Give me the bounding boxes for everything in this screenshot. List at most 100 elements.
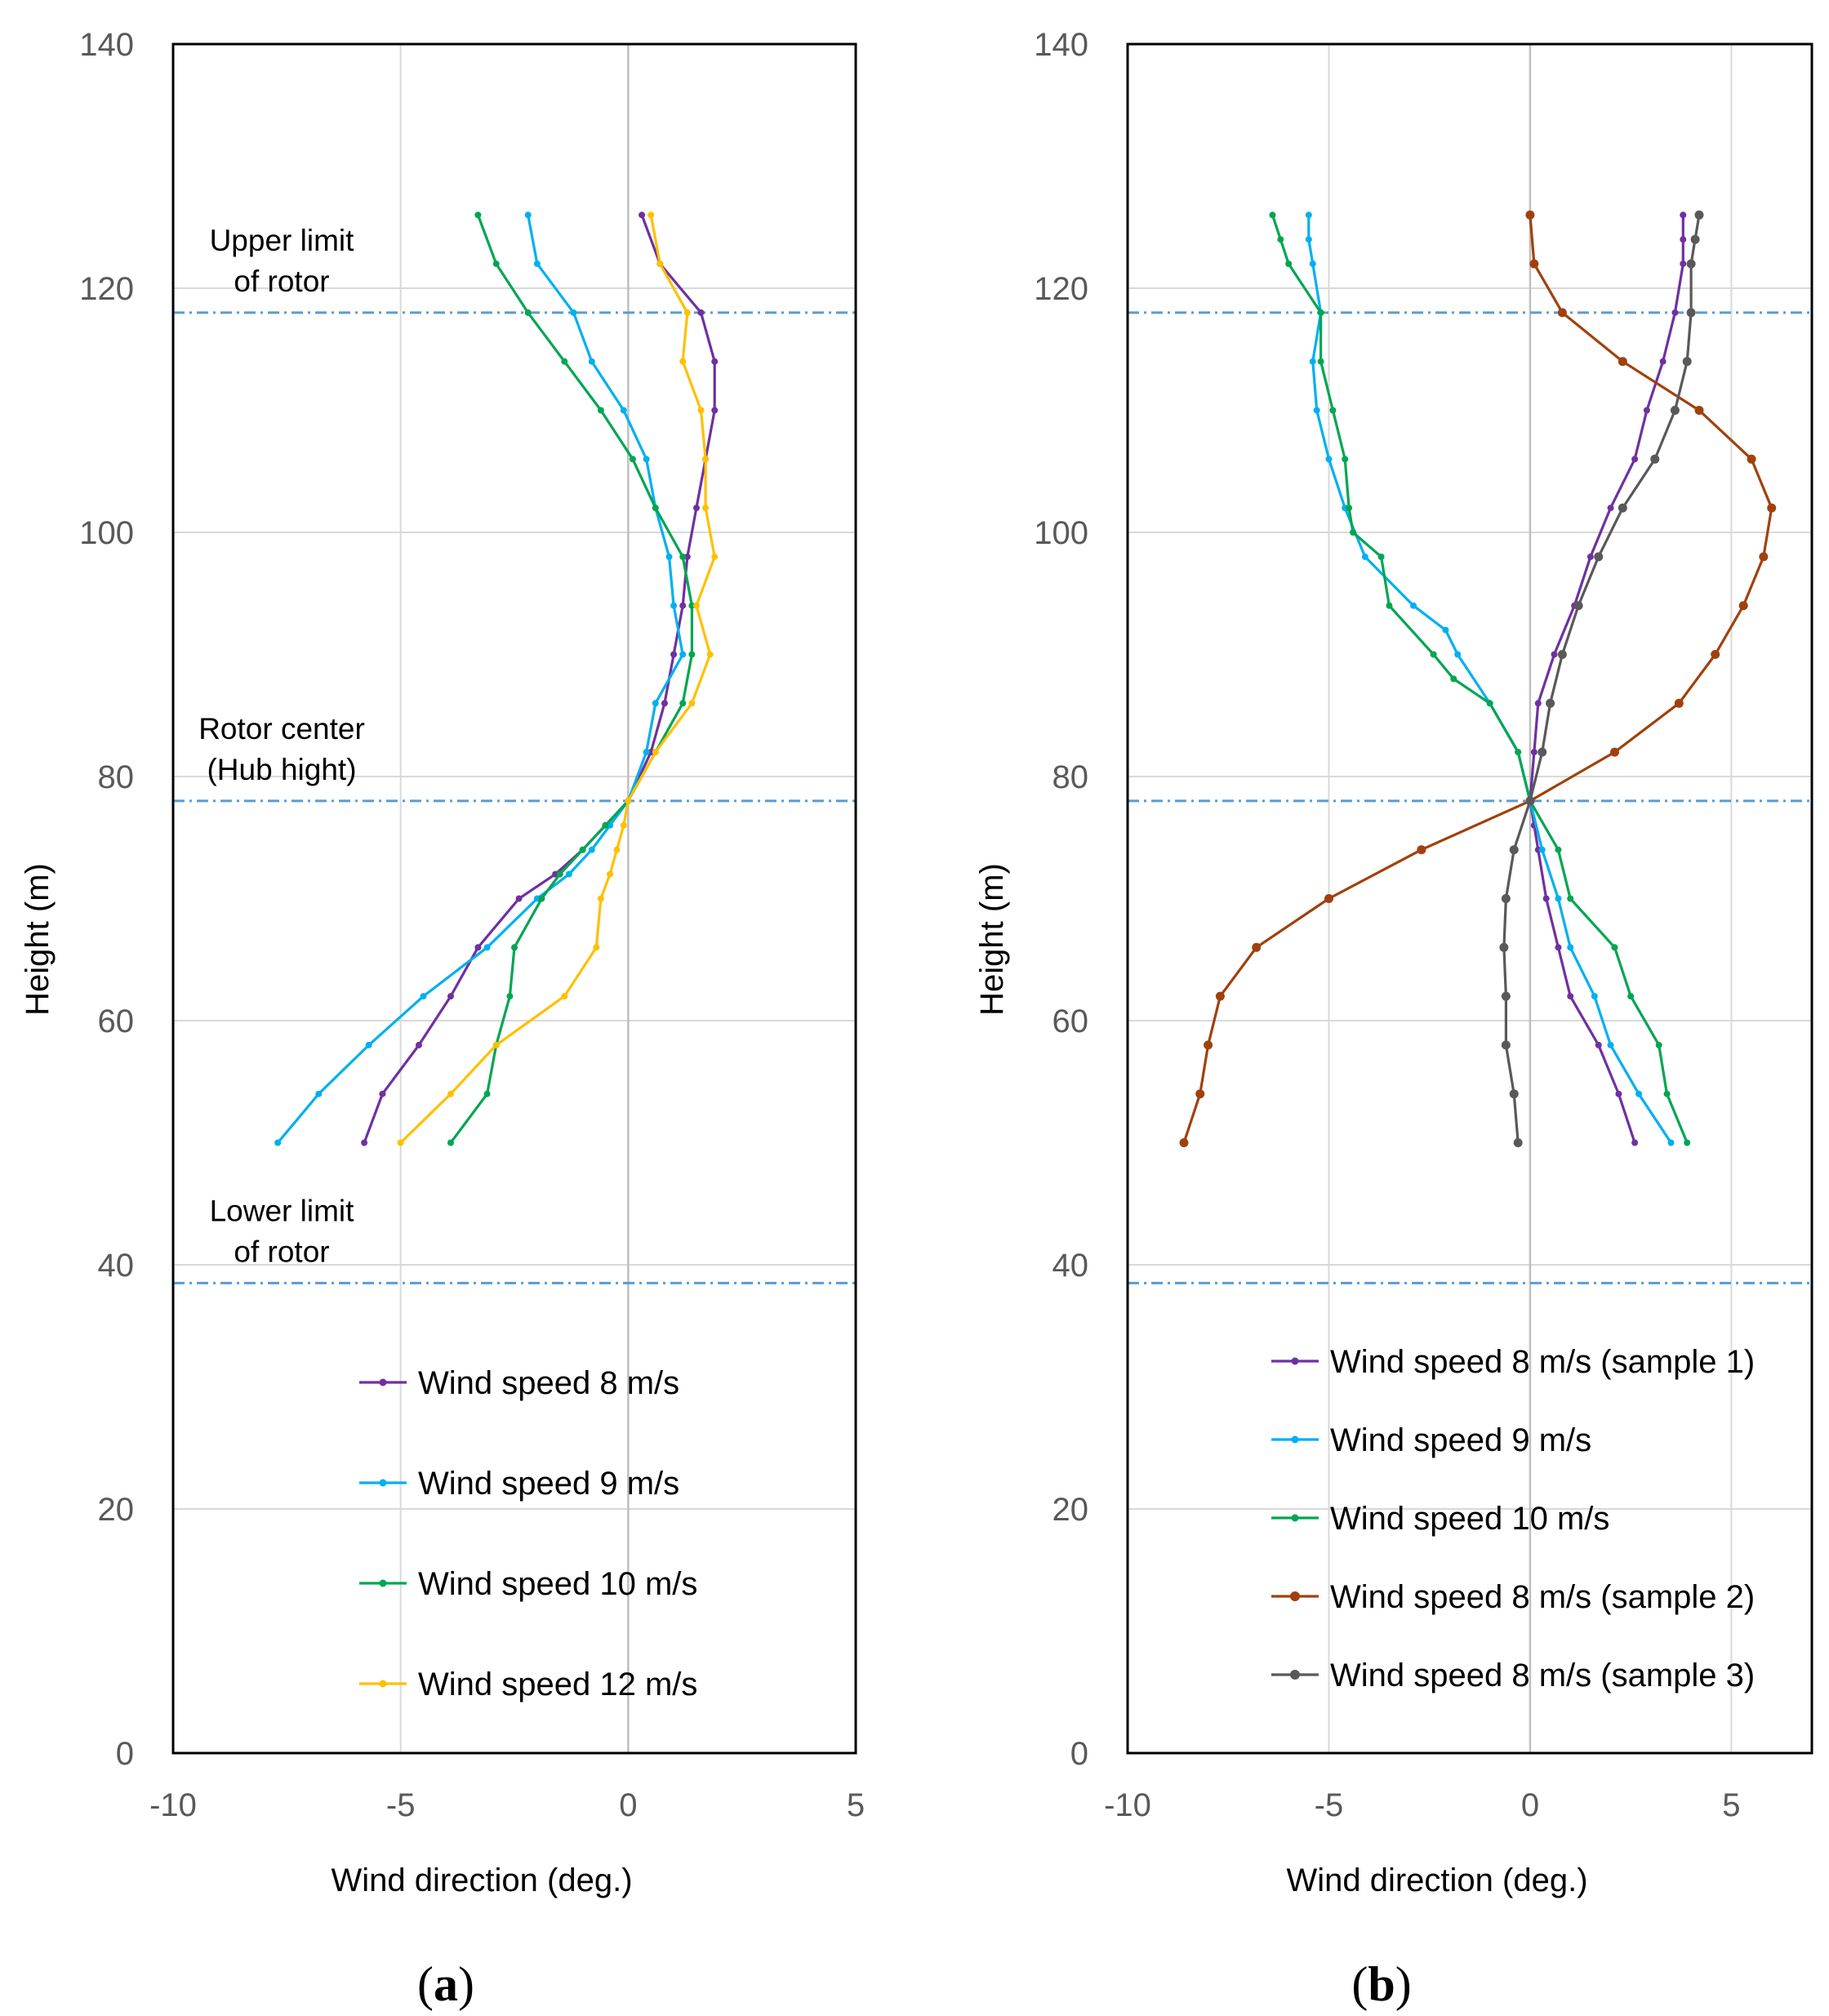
data-point xyxy=(1555,846,1562,853)
panel-label-letter: a xyxy=(434,1957,458,2011)
data-point xyxy=(1738,601,1748,611)
data-point xyxy=(1591,993,1598,1000)
data-point xyxy=(1317,309,1324,316)
y-axis-title: Height (m) xyxy=(974,863,1010,1016)
data-point xyxy=(697,309,705,316)
data-point xyxy=(652,505,659,512)
y-tick-label: 20 xyxy=(1052,1492,1089,1528)
data-point xyxy=(1618,357,1627,367)
data-point xyxy=(533,260,541,268)
panel-b: 0 20 40 60 80 100 120 140 -10 -5 0 5 Wind direction … xyxy=(974,27,1813,2011)
data-point xyxy=(683,553,691,560)
data-point xyxy=(1674,698,1684,708)
data-point xyxy=(711,358,719,365)
y-tick-label: 120 xyxy=(1034,271,1088,307)
data-point xyxy=(1377,553,1385,560)
data-point xyxy=(1767,503,1777,513)
data-point xyxy=(474,944,482,951)
panel-label-open: ( xyxy=(417,1957,434,2011)
data-point xyxy=(1525,210,1535,220)
data-point xyxy=(1305,236,1312,243)
data-point xyxy=(1557,308,1567,318)
data-point xyxy=(1573,601,1583,611)
data-point xyxy=(1538,747,1547,757)
data-point xyxy=(1534,700,1542,707)
data-point xyxy=(1309,358,1316,365)
data-point xyxy=(561,358,568,365)
data-point xyxy=(556,870,563,878)
x-tick-label: -10 xyxy=(1104,1787,1151,1823)
data-point xyxy=(579,846,586,853)
data-point xyxy=(1555,944,1562,951)
data-point xyxy=(1515,749,1522,756)
data-point xyxy=(474,211,482,219)
data-point xyxy=(1501,991,1511,1001)
data-point xyxy=(607,870,614,878)
data-point xyxy=(274,1139,282,1146)
data-point xyxy=(1179,1138,1189,1147)
x-axis-title: Wind direction (deg.) xyxy=(331,1862,632,1898)
data-point xyxy=(683,309,691,316)
data-point xyxy=(524,309,532,316)
data-point xyxy=(1325,456,1333,463)
data-point xyxy=(447,1090,454,1097)
legend-label: Wind speed 8 m/s (sample 3) xyxy=(1330,1658,1755,1693)
y-tick-label: 40 xyxy=(1052,1248,1089,1284)
data-point xyxy=(697,407,705,414)
panel-label-close: ) xyxy=(1395,1957,1412,2011)
data-point xyxy=(625,797,632,804)
data-point xyxy=(1680,260,1687,268)
data-point xyxy=(1285,260,1293,268)
y-tick-label: 140 xyxy=(1034,27,1088,63)
data-point xyxy=(1309,260,1316,268)
data-point xyxy=(1525,796,1535,806)
data-point xyxy=(483,944,491,951)
data-point xyxy=(670,651,678,658)
y-tick-label: 100 xyxy=(79,515,134,551)
legend-swatch-marker xyxy=(379,1579,387,1587)
rotor-annotation: Rotor center xyxy=(198,712,365,745)
series-line xyxy=(363,214,716,1144)
data-point xyxy=(1499,942,1509,952)
data-point xyxy=(1611,944,1618,951)
data-point xyxy=(1684,1139,1691,1146)
data-point xyxy=(1509,845,1519,855)
data-point xyxy=(447,993,454,1000)
x-tick-label: 5 xyxy=(847,1787,865,1823)
y-axis-title: Height (m) xyxy=(20,863,56,1016)
data-point xyxy=(1557,650,1567,659)
data-point xyxy=(492,260,500,268)
legend-label: Wind speed 8 m/s (sample 1) xyxy=(1330,1344,1755,1380)
data-point xyxy=(1567,944,1574,951)
y-tick-label: 0 xyxy=(116,1736,134,1772)
data-point xyxy=(643,456,650,463)
series-line xyxy=(399,215,716,1144)
data-point xyxy=(1567,895,1574,902)
data-point xyxy=(1317,358,1324,365)
data-point xyxy=(1513,1138,1523,1147)
data-point xyxy=(1643,407,1650,414)
data-point xyxy=(1690,234,1700,244)
series-4 xyxy=(1499,210,1704,1147)
x-tick-label: -10 xyxy=(149,1787,197,1823)
legend-swatch-marker xyxy=(379,1680,387,1688)
x-axis-title: Wind direction (deg.) xyxy=(1286,1862,1587,1898)
series-2 xyxy=(1269,211,1691,1146)
data-point xyxy=(688,602,696,609)
data-point xyxy=(1635,1090,1643,1097)
data-point xyxy=(379,1090,386,1097)
rotor-annotation: of rotor xyxy=(234,265,329,298)
data-point xyxy=(679,700,687,707)
data-point xyxy=(1501,1040,1511,1050)
data-point xyxy=(533,895,541,902)
data-point xyxy=(538,895,545,902)
data-point xyxy=(1631,456,1639,463)
data-point xyxy=(593,944,600,951)
data-point xyxy=(692,602,700,609)
data-point xyxy=(620,821,627,829)
data-point xyxy=(1609,747,1619,757)
legend-label: Wind speed 10 m/s xyxy=(1330,1501,1609,1537)
data-point xyxy=(1671,309,1679,316)
legend-label: Wind speed 10 m/s xyxy=(418,1566,697,1602)
y-tick-label: 140 xyxy=(79,27,134,63)
